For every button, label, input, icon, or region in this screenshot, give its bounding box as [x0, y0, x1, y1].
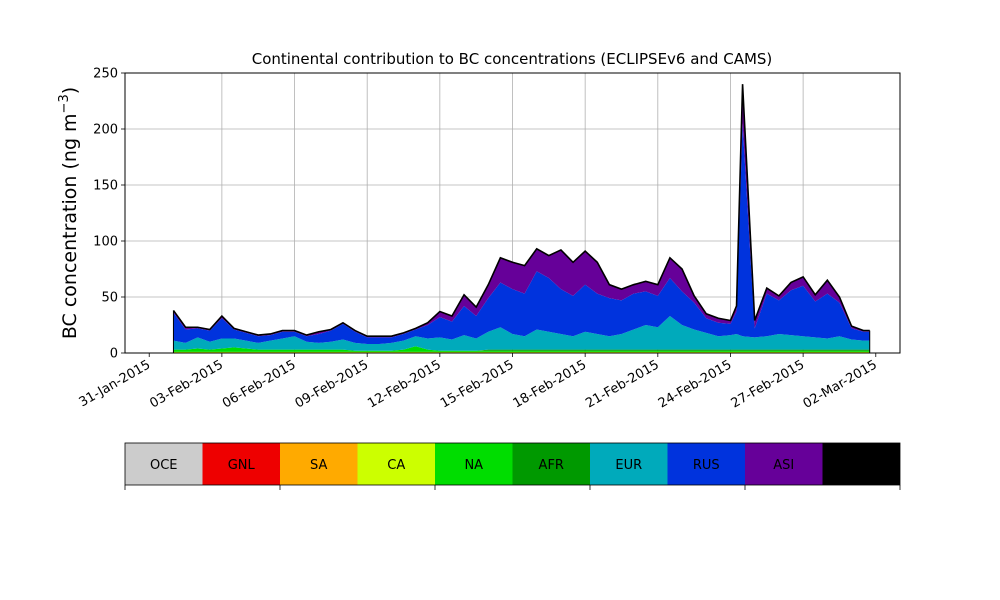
x-tick-label: 24-Feb-2015 [656, 357, 735, 411]
x-tick-label: 18-Feb-2015 [511, 357, 590, 411]
x-tick-label: 31-Jan-2015 [77, 357, 154, 410]
legend-label-asi: ASI [773, 458, 794, 473]
legend-label-ca: CA [387, 458, 405, 473]
legend-swatch-gnl [202, 443, 280, 485]
x-tick-label: 03-Feb-2015 [147, 357, 226, 411]
area-asi [173, 84, 870, 338]
legend-swatch-eur [590, 443, 668, 485]
x-tick-label: 09-Feb-2015 [293, 357, 372, 411]
colorbar-legend: OCE GNL SA CA NA AFR EUR RUS ASI AUS [124, 442, 901, 490]
y-tick-label: 150 [93, 179, 118, 194]
area-na [173, 346, 870, 352]
legend-swatch-afr [512, 443, 590, 485]
y-tick-label: 100 [93, 235, 118, 250]
y-tick-label: 0 [110, 347, 118, 362]
chart-title: Continental contribution to BC concentra… [252, 50, 773, 68]
legend-swatch-rus [667, 443, 745, 485]
legend-swatch-aus [822, 443, 900, 485]
plot-frame [124, 72, 901, 354]
x-tick-label: 02-Mar-2015 [801, 357, 880, 411]
legend-swatch-na [435, 443, 513, 485]
x-tick-label: 15-Feb-2015 [438, 357, 517, 411]
legend-label-aus: AUS [848, 458, 875, 473]
x-tick-label: 06-Feb-2015 [220, 357, 299, 411]
y-tick-label: 50 [101, 291, 118, 306]
legend-label-na: NA [464, 458, 483, 473]
legend-label-oce: OCE [150, 458, 178, 473]
total-line [172, 84, 870, 337]
legend-label-eur: EUR [615, 458, 642, 473]
x-tick-label: 27-Feb-2015 [729, 357, 808, 411]
legend-swatch-sa [280, 443, 358, 485]
legend-label-sa: SA [310, 458, 327, 473]
stacked-areas [172, 84, 871, 353]
colorbar-frame [124, 442, 901, 486]
legend-swatch-asi [745, 443, 823, 485]
y-tick-label: 200 [93, 123, 118, 138]
axes: 31-Jan-201503-Feb-201506-Feb-201509-Feb-… [77, 67, 901, 412]
legend-label-afr: AFR [539, 458, 564, 473]
y-tick-label: 250 [93, 67, 118, 82]
x-tick-label: 12-Feb-2015 [365, 357, 444, 411]
legend-label-rus: RUS [693, 458, 720, 473]
area-rus [173, 123, 870, 345]
legend-label-gnl: GNL [228, 458, 256, 473]
area-eur [173, 316, 870, 351]
legend-swatch-ca [357, 443, 435, 485]
x-tick-label: 21-Feb-2015 [583, 357, 662, 411]
legend-swatch-oce [125, 443, 203, 485]
y-axis-label: BC concentration (ng m−3) [57, 87, 81, 339]
